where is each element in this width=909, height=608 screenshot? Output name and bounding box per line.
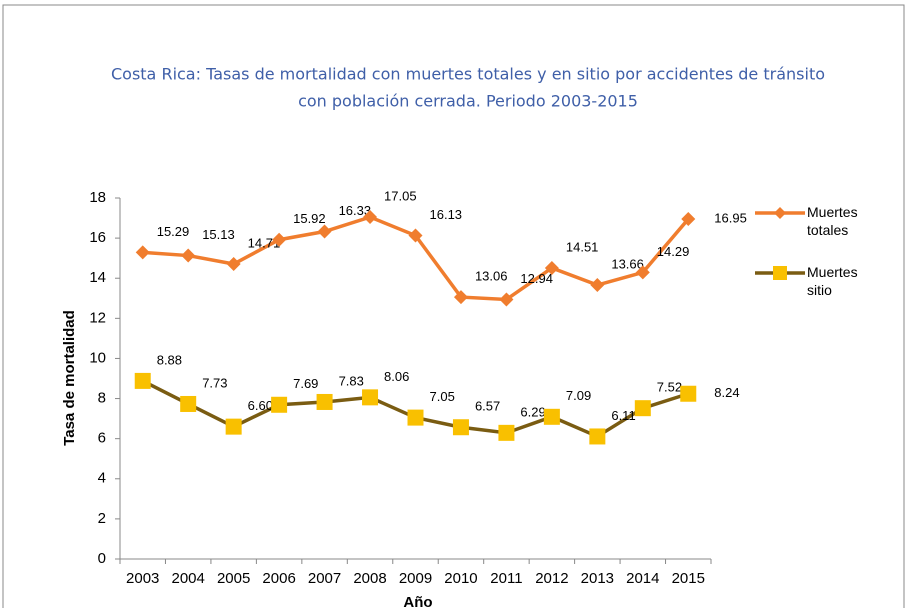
data-label: 8.24 bbox=[714, 385, 739, 400]
data-label: 16.33 bbox=[339, 203, 372, 218]
data-label: 14.29 bbox=[657, 244, 690, 259]
data-label: 15.13 bbox=[202, 227, 235, 242]
marker bbox=[407, 409, 424, 426]
x-tick-label: 2010 bbox=[444, 570, 477, 587]
y-tick-label: 10 bbox=[89, 349, 106, 366]
legend-marker bbox=[773, 266, 787, 280]
data-label: 12.94 bbox=[520, 271, 553, 286]
y-axis-title: Tasa de mortalidad bbox=[61, 310, 78, 446]
marker bbox=[316, 393, 333, 410]
marker bbox=[135, 245, 150, 260]
data-label: 7.09 bbox=[566, 388, 591, 403]
y-tick-label: 0 bbox=[98, 550, 106, 567]
y-tick-label: 12 bbox=[89, 309, 106, 326]
data-label: 7.52 bbox=[657, 380, 682, 395]
data-label: 7.05 bbox=[430, 389, 455, 404]
marker bbox=[453, 290, 468, 305]
marker bbox=[498, 424, 515, 441]
marker bbox=[272, 232, 287, 247]
marker bbox=[635, 265, 650, 280]
marker bbox=[408, 228, 423, 243]
marker bbox=[180, 395, 197, 412]
marker bbox=[680, 385, 697, 402]
x-tick-label: 2011 bbox=[490, 570, 522, 587]
marker bbox=[362, 389, 379, 406]
data-label: 7.83 bbox=[339, 373, 364, 388]
data-label: 14.51 bbox=[566, 239, 599, 254]
x-tick-label: 2007 bbox=[308, 570, 341, 587]
marker bbox=[181, 248, 196, 263]
chart-title: Costa Rica: Tasas de mortalidad con muer… bbox=[111, 65, 825, 84]
data-label: 13.06 bbox=[475, 269, 508, 284]
marker bbox=[543, 408, 560, 425]
x-tick-label: 2008 bbox=[353, 570, 386, 587]
data-label: 15.29 bbox=[157, 224, 190, 239]
data-label: 16.95 bbox=[714, 210, 747, 225]
marker bbox=[226, 256, 241, 271]
y-tick-label: 2 bbox=[98, 510, 106, 527]
data-label: 7.69 bbox=[293, 376, 318, 391]
x-tick-label: 2014 bbox=[626, 570, 659, 587]
legend-label: Muertes totales bbox=[807, 204, 858, 238]
data-label: 15.92 bbox=[293, 211, 326, 226]
chart-title: con población cerrada. Periodo 2003-2015 bbox=[298, 92, 638, 111]
x-tick-label: 2004 bbox=[172, 570, 205, 587]
x-tick-label: 2015 bbox=[672, 570, 705, 587]
data-label: 7.73 bbox=[202, 375, 227, 390]
y-tick-label: 18 bbox=[89, 189, 106, 206]
marker bbox=[363, 210, 378, 225]
data-label: 8.06 bbox=[384, 369, 409, 384]
marker bbox=[681, 212, 696, 227]
data-label: 6.60 bbox=[248, 398, 273, 413]
marker bbox=[134, 372, 151, 389]
marker bbox=[317, 224, 332, 239]
y-tick-label: 6 bbox=[98, 430, 106, 447]
data-label: 13.66 bbox=[611, 256, 644, 271]
legend-label: Muertes sitio bbox=[807, 264, 858, 298]
x-tick-label: 2009 bbox=[399, 570, 432, 587]
y-tick-label: 14 bbox=[89, 269, 106, 286]
x-tick-label: 2006 bbox=[262, 570, 295, 587]
data-label: 6.11 bbox=[611, 408, 635, 423]
marker bbox=[499, 292, 514, 307]
y-tick-label: 16 bbox=[89, 229, 106, 246]
x-tick-label: 2003 bbox=[126, 570, 159, 587]
y-tick-label: 4 bbox=[98, 470, 106, 487]
data-label: 6.29 bbox=[520, 404, 545, 419]
marker bbox=[271, 396, 288, 413]
data-label: 6.57 bbox=[475, 399, 500, 414]
data-label: 16.13 bbox=[430, 207, 463, 222]
marker bbox=[452, 419, 469, 436]
legend-marker bbox=[774, 207, 786, 219]
x-axis-title: Año bbox=[403, 594, 432, 608]
x-tick-label: 2012 bbox=[535, 570, 568, 587]
marker bbox=[544, 260, 559, 275]
marker bbox=[590, 278, 605, 293]
data-label: 8.88 bbox=[157, 352, 182, 367]
x-tick-label: 2013 bbox=[581, 570, 614, 587]
marker bbox=[634, 400, 651, 417]
x-tick-label: 2005 bbox=[217, 570, 250, 587]
y-tick-label: 8 bbox=[98, 390, 106, 407]
data-label: 17.05 bbox=[384, 188, 417, 203]
data-label: 14.71 bbox=[248, 235, 281, 250]
frame bbox=[2, 4, 905, 608]
marker bbox=[225, 418, 242, 435]
marker bbox=[589, 428, 606, 445]
